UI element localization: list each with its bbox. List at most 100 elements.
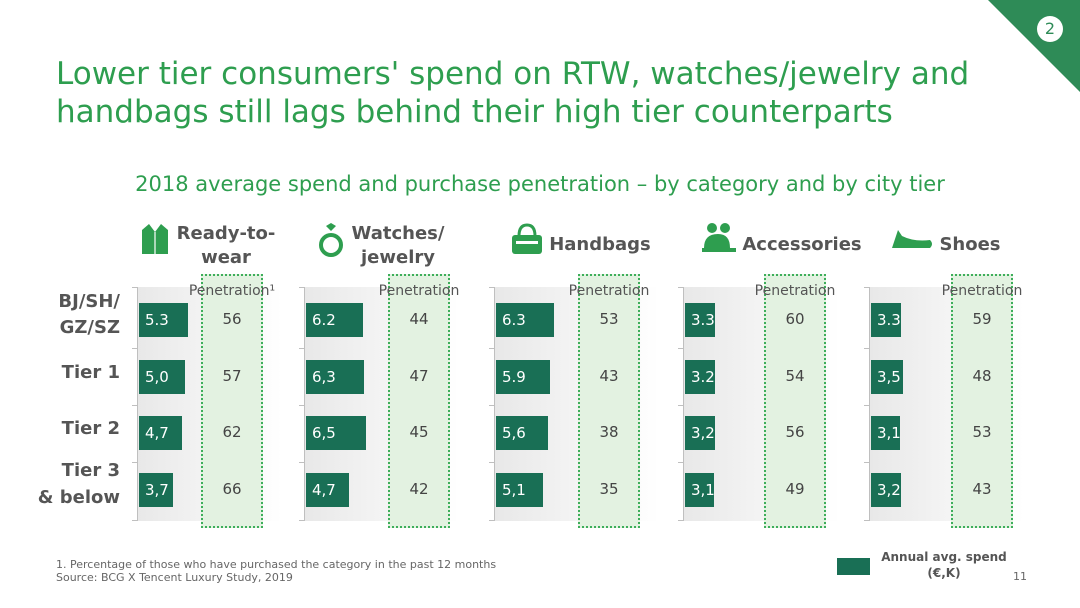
axis-tick <box>489 462 494 463</box>
handbag-icon <box>510 222 544 260</box>
penetration-box-0 <box>201 274 263 528</box>
penetration-value: 49 <box>785 480 805 498</box>
axis-tick <box>299 287 304 288</box>
penetration-box-2 <box>578 274 640 528</box>
chart-subtitle: 2018 average spend and purchase penetrat… <box>135 172 945 196</box>
axis-tick <box>678 462 683 463</box>
row-label-0: GZ/SZ <box>59 317 120 338</box>
legend-line-2: (€,K) <box>927 566 961 580</box>
penetration-header: Penetration <box>568 283 650 299</box>
slide-title: Lower tier consumers' spend on RTW, watc… <box>56 56 970 130</box>
spend-bar: 3,1 <box>685 473 715 507</box>
spend-bar: 3,5 <box>871 360 903 394</box>
axis-line-2 <box>494 287 495 521</box>
axis-tick <box>864 287 869 288</box>
penetration-value: 47 <box>409 367 429 385</box>
penetration-value: 44 <box>409 310 429 328</box>
spend-bar: 5.3 <box>139 303 188 337</box>
axis-line-1 <box>304 287 305 521</box>
category-label: Watches/jewelry <box>351 223 445 268</box>
jacket-icon <box>140 222 170 260</box>
penetration-value: 54 <box>785 367 805 385</box>
category-label: Accessories <box>742 234 862 255</box>
spend-bar: 6.3 <box>496 303 554 337</box>
axis-tick <box>489 520 494 521</box>
axis-tick <box>678 405 683 406</box>
penetration-value: 35 <box>599 480 619 498</box>
row-label-2: Tier 2 <box>61 418 120 439</box>
row-label-3: Tier 3 <box>61 460 120 481</box>
axis-tick <box>132 462 137 463</box>
corner-decoration <box>988 0 1080 92</box>
accessories-icon <box>700 222 740 260</box>
spend-bar: 3.3 <box>685 303 715 337</box>
axis-tick <box>678 348 683 349</box>
spend-bar: 4,7 <box>306 473 349 507</box>
penetration-value: 62 <box>222 423 242 441</box>
source-text: Source: BCG X Tencent Luxury Study, 2019 <box>56 571 293 584</box>
category-label: Handbags <box>549 234 651 255</box>
axis-tick <box>299 348 304 349</box>
row-label-3: & below <box>37 487 120 508</box>
row-label-1: Tier 1 <box>61 362 120 383</box>
penetration-box-3 <box>764 274 826 528</box>
axis-tick <box>489 287 494 288</box>
axis-tick <box>489 405 494 406</box>
spend-bar: 3,7 <box>139 473 173 507</box>
spend-bar: 3.2 <box>685 360 715 394</box>
axis-tick <box>864 520 869 521</box>
axis-tick <box>864 462 869 463</box>
category-label: Ready-to-wear <box>176 223 276 268</box>
spend-bar: 6.2 <box>306 303 363 337</box>
penetration-value: 57 <box>222 367 242 385</box>
penetration-value: 60 <box>785 310 805 328</box>
penetration-value: 59 <box>972 310 992 328</box>
axis-tick <box>132 405 137 406</box>
shoe-icon <box>890 222 934 254</box>
spend-bar: 5,6 <box>496 416 548 450</box>
spend-bar: 6,5 <box>306 416 366 450</box>
penetration-header: Penetration <box>378 283 460 299</box>
spend-bar: 5,1 <box>496 473 543 507</box>
footnote-block: 1. Percentage of those who have purchase… <box>56 558 496 584</box>
ring-icon <box>316 222 346 262</box>
axis-tick <box>299 405 304 406</box>
spend-bar: 3,2 <box>871 473 901 507</box>
penetration-header: Penetration <box>941 283 1023 299</box>
legend-line-1: Annual avg. spend <box>881 550 1007 564</box>
slide-number-badge: 2 <box>1037 16 1063 42</box>
axis-tick <box>489 348 494 349</box>
axis-line-4 <box>869 287 870 521</box>
spend-bar: 5.9 <box>496 360 550 394</box>
penetration-value: 56 <box>785 423 805 441</box>
penetration-value: 45 <box>409 423 429 441</box>
penetration-value: 43 <box>599 367 619 385</box>
axis-tick <box>864 348 869 349</box>
category-label: Shoes <box>939 234 1001 255</box>
axis-line-0 <box>137 287 138 521</box>
axis-tick <box>678 287 683 288</box>
penetration-value: 43 <box>972 480 992 498</box>
penetration-value: 42 <box>409 480 429 498</box>
spend-bar: 3,2 <box>685 416 715 450</box>
penetration-value: 53 <box>599 310 619 328</box>
axis-tick <box>132 348 137 349</box>
row-label-0: BJ/SH/ <box>58 291 120 312</box>
axis-tick <box>864 405 869 406</box>
spend-bar: 6,3 <box>306 360 364 394</box>
penetration-box-1 <box>388 274 450 528</box>
legend-swatch <box>837 558 870 575</box>
penetration-value: 53 <box>972 423 992 441</box>
legend-label: Annual avg. spend (€,K) <box>880 549 1008 581</box>
page-number: 11 <box>1013 570 1027 583</box>
axis-tick <box>299 462 304 463</box>
penetration-value: 56 <box>222 310 242 328</box>
penetration-value: 66 <box>222 480 242 498</box>
penetration-value: 38 <box>599 423 619 441</box>
spend-bar: 4,7 <box>139 416 182 450</box>
axis-line-3 <box>683 287 684 521</box>
axis-tick <box>299 520 304 521</box>
penetration-header: Penetration¹ <box>188 283 276 299</box>
spend-bar: 3.3 <box>871 303 901 337</box>
axis-tick <box>678 520 683 521</box>
